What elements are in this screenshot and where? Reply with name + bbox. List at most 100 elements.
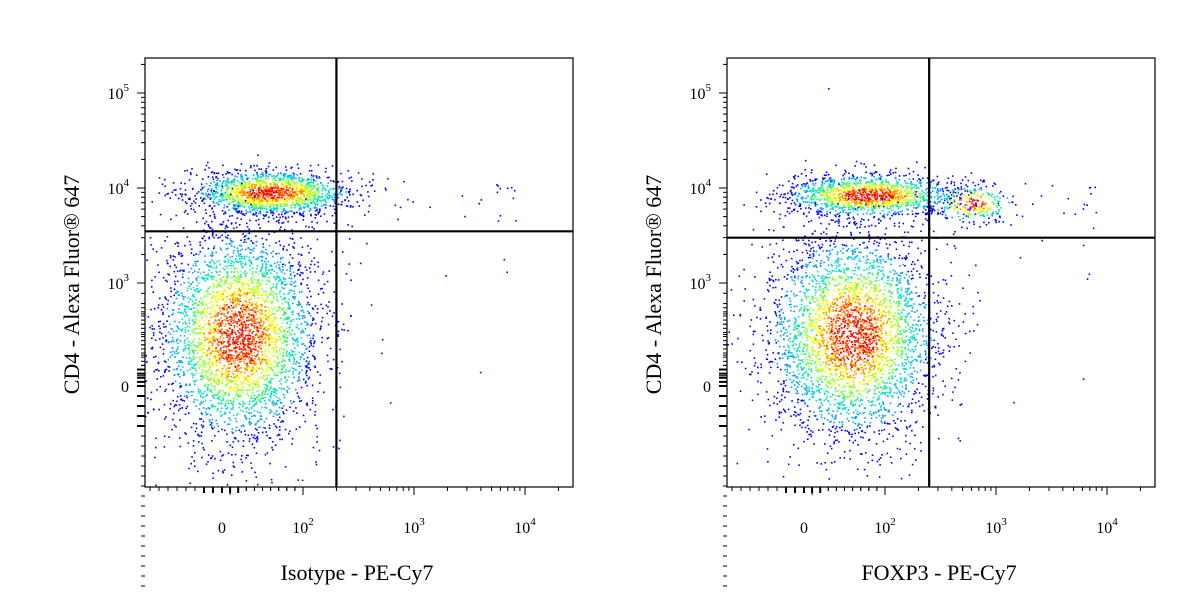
data-point (117, 354, 119, 356)
data-point (275, 346, 277, 348)
data-point (298, 268, 300, 271)
data-point (275, 207, 278, 209)
data-point (293, 292, 296, 295)
data-point (193, 302, 195, 304)
data-point (245, 174, 247, 177)
data-point (211, 426, 213, 429)
data-point (251, 200, 253, 202)
data-point (250, 304, 253, 307)
data-point (218, 397, 220, 399)
data-point (238, 331, 240, 334)
data-point (226, 441, 228, 443)
data-point (219, 410, 222, 413)
data-point (205, 383, 207, 385)
data-point (281, 342, 283, 344)
data-point (273, 332, 275, 334)
data-point (270, 191, 273, 194)
data-point (215, 202, 218, 204)
data-point (318, 176, 321, 178)
data-point (199, 241, 201, 244)
data-point (195, 363, 197, 366)
data-point (212, 193, 214, 195)
data-point (273, 316, 276, 319)
data-point (257, 294, 259, 296)
data-point (204, 209, 207, 211)
data-point (236, 387, 239, 389)
data-point (276, 183, 278, 186)
data-point (163, 435, 166, 438)
data-point (296, 337, 299, 340)
data-point (243, 321, 246, 324)
data-point (320, 327, 322, 329)
data-point (193, 364, 195, 367)
data-point (193, 307, 195, 309)
data-point (210, 182, 212, 184)
data-point (238, 406, 241, 409)
data-point (211, 171, 214, 173)
data-point (251, 373, 253, 376)
data-point (307, 367, 309, 369)
data-point (257, 297, 260, 299)
data-point (227, 195, 229, 198)
data-point (223, 204, 226, 207)
data-point (289, 237, 292, 240)
data-point (290, 210, 292, 212)
data-point (269, 206, 271, 208)
data-point (265, 318, 268, 321)
data-point (191, 394, 193, 397)
data-point (238, 358, 241, 361)
data-point (195, 307, 198, 309)
data-point (222, 354, 225, 356)
data-point (219, 195, 221, 198)
data-point (283, 341, 285, 343)
data-point (279, 193, 282, 195)
data-point (236, 395, 238, 397)
data-point (291, 351, 293, 353)
data-point (251, 400, 254, 403)
data-point (258, 341, 261, 343)
data-point (283, 188, 285, 190)
data-point (203, 271, 205, 274)
data-point (229, 336, 232, 339)
data-point (246, 178, 248, 180)
data-point (281, 370, 283, 373)
data-point (233, 269, 236, 272)
data-point (290, 281, 293, 283)
data-point (248, 309, 251, 312)
data-point (288, 261, 291, 264)
data-point (240, 177, 242, 180)
data-point (278, 308, 280, 311)
data-point (212, 404, 214, 406)
data-point (270, 264, 272, 266)
data-point (220, 313, 223, 315)
data-point (216, 349, 218, 352)
data-point (244, 358, 246, 361)
data-point (256, 435, 259, 438)
data-point (282, 354, 285, 357)
data-point (216, 380, 219, 382)
data-point (348, 192, 350, 194)
data-point (235, 204, 237, 206)
data-point (266, 334, 269, 337)
data-point (231, 431, 233, 433)
data-point (255, 301, 258, 303)
data-point (232, 298, 234, 301)
data-point (255, 307, 258, 310)
data-point (288, 432, 290, 435)
data-point (229, 444, 232, 447)
data-point (295, 338, 298, 340)
data-point (259, 309, 261, 311)
data-point (168, 315, 170, 318)
data-point (225, 402, 227, 405)
data-point (158, 192, 161, 194)
data-point (218, 391, 220, 393)
data-point (289, 196, 292, 198)
data-point (265, 362, 268, 365)
data-point (265, 215, 267, 217)
data-point (178, 251, 180, 254)
data-point (304, 364, 307, 367)
data-point (238, 277, 241, 280)
data-point (251, 322, 253, 325)
data-point (151, 325, 153, 327)
data-point (259, 290, 261, 292)
